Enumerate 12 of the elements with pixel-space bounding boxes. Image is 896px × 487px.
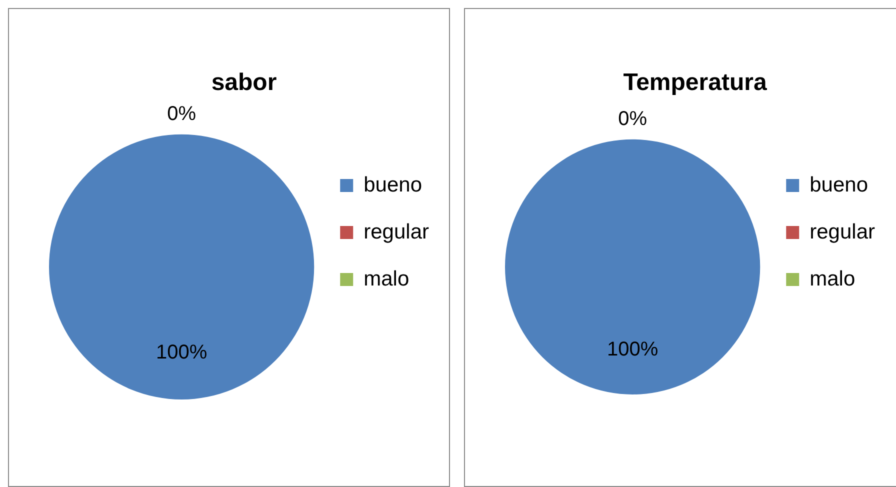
legend-label: bueno (364, 173, 422, 196)
data-label: 100% (606, 338, 658, 360)
legend-label: regular (810, 220, 876, 244)
chart-title: Temperatura (623, 69, 768, 96)
legend-label: malo (810, 267, 856, 290)
legend-label: regular (364, 220, 430, 244)
data-label: 100% (156, 342, 208, 364)
legend-label: bueno (810, 173, 868, 196)
legend-label: malo (364, 267, 410, 290)
chart-title: sabor (211, 69, 277, 96)
text: 0% (618, 108, 648, 130)
text: 0% (167, 102, 196, 125)
